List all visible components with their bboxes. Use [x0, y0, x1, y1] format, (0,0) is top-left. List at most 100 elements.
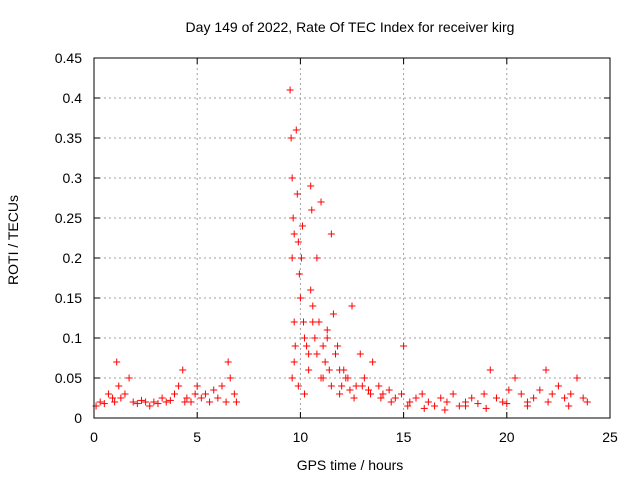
data-point	[146, 402, 154, 410]
data-point	[294, 382, 302, 390]
data-point	[309, 318, 317, 326]
data-point	[299, 318, 307, 326]
data-point	[166, 396, 174, 404]
data-point	[379, 390, 387, 398]
data-point	[480, 390, 488, 398]
data-point	[313, 350, 321, 358]
data-point	[342, 374, 350, 382]
data-point	[287, 134, 295, 142]
data-point	[548, 390, 556, 398]
data-point	[290, 230, 298, 238]
x-tick-label: 25	[602, 429, 618, 445]
data-point	[331, 350, 339, 358]
data-point	[301, 390, 309, 398]
data-point	[197, 394, 205, 402]
data-points	[92, 86, 591, 414]
axis-ticks: 0 5 10 15 20 25 0 0.05 0.1 0.15 0.2 0.25 0.3 0.35 0.4 0…	[55, 50, 618, 445]
grid-lines	[94, 58, 610, 418]
data-point	[530, 394, 538, 402]
data-point	[218, 382, 226, 390]
x-tick-label: 0	[90, 429, 98, 445]
data-point	[424, 398, 432, 406]
data-point	[536, 386, 544, 394]
y-tick-label: 0.2	[63, 250, 83, 266]
data-point	[226, 374, 234, 382]
data-point	[420, 404, 428, 412]
data-point	[523, 402, 531, 410]
data-point	[183, 394, 191, 402]
x-tick-label: 10	[293, 429, 309, 445]
data-point	[154, 400, 162, 408]
data-point	[305, 366, 313, 374]
data-point	[100, 400, 108, 408]
data-point	[296, 294, 304, 302]
data-point	[113, 358, 121, 366]
data-point	[301, 334, 309, 342]
data-point	[441, 406, 449, 414]
data-point	[181, 398, 189, 406]
data-point	[449, 390, 457, 398]
data-point	[327, 230, 335, 238]
y-tick-label: 0.35	[55, 130, 82, 146]
data-point	[327, 382, 335, 390]
data-point	[511, 374, 519, 382]
data-point	[158, 394, 166, 402]
y-tick-label: 0.4	[63, 90, 83, 106]
data-point	[505, 386, 513, 394]
data-point	[583, 398, 591, 406]
data-point	[542, 366, 550, 374]
data-point	[187, 398, 195, 406]
data-point	[356, 350, 364, 358]
data-point	[222, 398, 230, 406]
y-tick-label: 0.1	[63, 330, 83, 346]
data-point	[307, 182, 315, 190]
data-point	[358, 382, 366, 390]
data-point	[115, 382, 123, 390]
data-point	[298, 222, 306, 230]
data-point	[104, 390, 112, 398]
data-point	[367, 390, 375, 398]
data-point	[474, 400, 482, 408]
data-point	[162, 398, 170, 406]
data-point	[579, 394, 587, 402]
data-point	[391, 394, 399, 402]
data-point	[308, 206, 316, 214]
data-point	[482, 404, 490, 412]
data-point	[517, 390, 525, 398]
chart-title: Day 149 of 2022, Rate Of TEC Index for r…	[186, 19, 515, 35]
data-point	[334, 342, 342, 350]
data-point	[191, 390, 199, 398]
data-point	[387, 398, 395, 406]
y-axis-label: ROTI / TECUs	[5, 195, 21, 285]
data-point	[142, 398, 150, 406]
data-point	[554, 382, 562, 390]
data-point	[486, 366, 494, 374]
data-point	[437, 394, 445, 402]
data-point	[544, 398, 552, 406]
data-point	[492, 394, 500, 402]
data-point	[289, 214, 297, 222]
data-point	[206, 398, 214, 406]
data-point	[346, 386, 354, 394]
y-tick-label: 0.25	[55, 210, 82, 226]
data-point	[294, 238, 302, 246]
data-point	[309, 302, 317, 310]
data-point	[214, 394, 222, 402]
data-point	[455, 402, 463, 410]
data-point	[565, 402, 573, 410]
data-point	[311, 334, 319, 342]
data-point	[313, 254, 321, 262]
data-point	[230, 390, 238, 398]
data-point	[561, 394, 569, 402]
y-tick-label: 0	[74, 410, 82, 426]
x-tick-label: 20	[499, 429, 515, 445]
x-axis-label: GPS time / hours	[297, 457, 404, 473]
data-point	[295, 270, 303, 278]
data-point	[340, 366, 348, 374]
data-point	[365, 386, 373, 394]
data-point	[121, 390, 129, 398]
data-point	[201, 390, 209, 398]
data-point	[348, 302, 356, 310]
data-point	[170, 390, 178, 398]
data-point	[369, 358, 377, 366]
